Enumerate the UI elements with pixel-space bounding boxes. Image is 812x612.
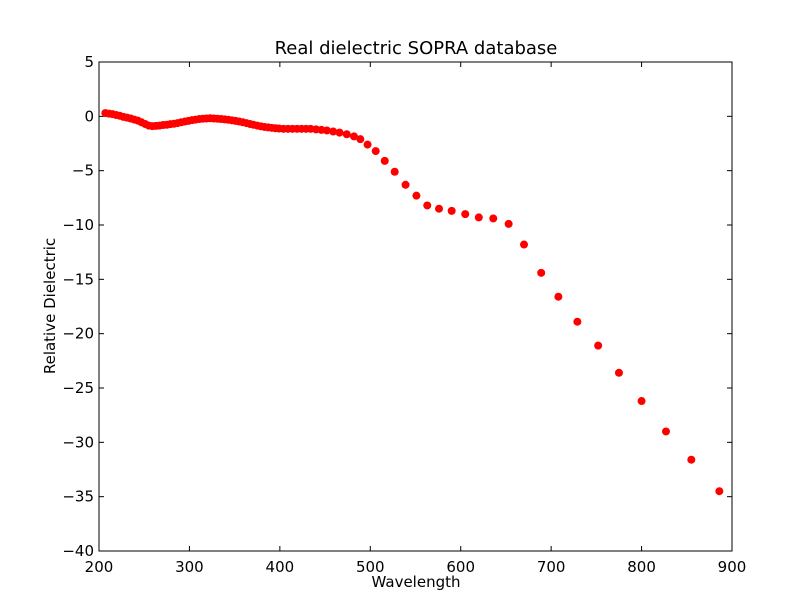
data-point: [335, 128, 344, 137]
y-tick-label: −15: [62, 270, 94, 288]
x-tick-label: 400: [266, 558, 295, 576]
y-tick-label: 0: [84, 107, 94, 125]
plot-area: [98, 61, 733, 552]
y-tick-label: −30: [62, 433, 94, 451]
data-point: [401, 180, 410, 189]
data-points: [101, 109, 724, 496]
data-point: [520, 240, 529, 249]
y-tick-label: −5: [72, 162, 94, 180]
data-point: [342, 130, 351, 139]
y-axis-title: Relative Dielectric: [41, 238, 59, 374]
data-point: [447, 206, 456, 215]
data-point: [390, 167, 399, 176]
x-tick-label: 600: [446, 558, 475, 576]
data-point: [461, 210, 470, 219]
data-point: [554, 292, 563, 301]
data-point: [380, 156, 389, 165]
y-tick-label: 5: [84, 53, 94, 71]
data-point: [363, 140, 372, 149]
data-point: [614, 368, 623, 377]
data-point: [504, 219, 513, 228]
x-tick-label: 700: [537, 558, 566, 576]
data-point: [371, 147, 380, 156]
data-point: [637, 397, 646, 406]
data-point: [594, 341, 603, 350]
data-point: [412, 191, 421, 200]
data-point: [537, 268, 546, 277]
y-tick-label: −35: [62, 488, 94, 506]
data-point: [329, 127, 338, 136]
x-tick-label: 300: [175, 558, 204, 576]
y-tick-label: −25: [62, 379, 94, 397]
data-point: [687, 455, 696, 464]
y-tick-label: −20: [62, 325, 94, 343]
axis-tick-labels: 200 300 400 500 600 700 800 900 5 0 −5 −10 −15 −20 −25…: [62, 53, 746, 576]
data-point: [715, 487, 724, 496]
data-point: [661, 427, 670, 436]
x-tick-label: 500: [356, 558, 385, 576]
chart-title: Real dielectric SOPRA database: [275, 38, 558, 59]
data-point: [356, 135, 365, 144]
axis-ticks: [98, 61, 733, 552]
data-point: [423, 201, 432, 210]
x-tick-label: 800: [627, 558, 656, 576]
x-tick-label: 900: [718, 558, 747, 576]
y-tick-label: −10: [62, 216, 94, 234]
x-axis-title: Wavelength: [372, 573, 461, 591]
data-point: [350, 132, 359, 141]
data-point: [573, 317, 582, 326]
data-point: [489, 214, 498, 223]
data-point: [474, 213, 483, 222]
data-point: [322, 126, 331, 135]
y-tick-label: −40: [62, 542, 94, 560]
x-tick-label: 200: [85, 558, 114, 576]
data-point: [435, 204, 444, 213]
